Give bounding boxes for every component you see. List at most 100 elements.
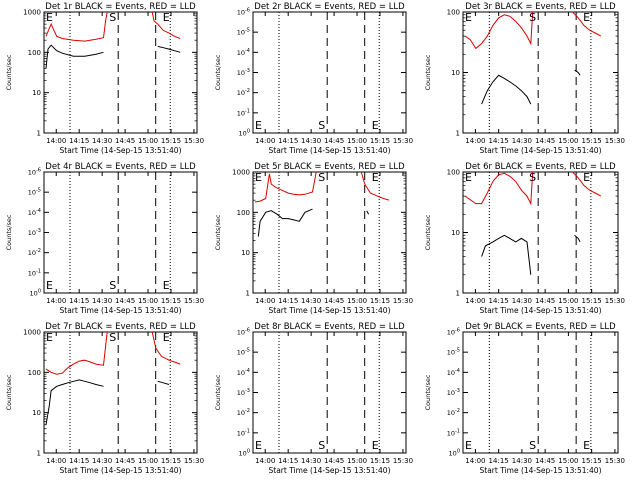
panel-det-9: Det 9r BLACK = Events, RED = LLD Counts/s… — [424, 322, 625, 475]
x-tick-label: 14:45 — [535, 457, 555, 465]
plot-frame — [43, 11, 198, 134]
y-tick-label: 10-2 — [447, 408, 460, 417]
y-tick-label: 10 — [451, 69, 460, 77]
x-tick-label: 15:00 — [347, 297, 367, 305]
plot-frame — [252, 11, 407, 134]
y-tick-label: 100 — [28, 369, 41, 377]
x-tick-label: 14:00 — [255, 457, 275, 465]
y-tick-label: 1 — [456, 290, 460, 298]
x-axis-label: Start Time (14-Sep-15 13:51:40) — [480, 466, 602, 475]
plot-frame — [462, 11, 619, 134]
x-tick-label: 14:30 — [512, 457, 532, 465]
y-tick-label: 10-3 — [237, 68, 250, 77]
x-tick-label: 14:30 — [92, 137, 112, 145]
y-tick-label: 1 — [246, 290, 250, 298]
plot-frame — [252, 171, 407, 294]
y-tick-label: 10-3 — [28, 228, 41, 237]
x-tick-label: 14:45 — [535, 297, 555, 305]
x-tick-label: 15:00 — [558, 297, 578, 305]
y-tick-label: 1000 — [23, 9, 41, 17]
plot-frame — [462, 171, 619, 294]
end-marker-right: E — [583, 439, 590, 452]
start-marker: S — [109, 331, 116, 344]
chart-title: Det 1r BLACK = Events, RED = LLD — [45, 2, 196, 12]
y-tick-label: 10 — [451, 229, 460, 237]
lld-series-line — [45, 332, 108, 375]
chart-title: Det 8r BLACK = Events, RED = LLD — [254, 322, 405, 332]
x-tick-label: 15:30 — [393, 297, 413, 305]
x-tick-label: 15:00 — [347, 457, 367, 465]
y-axis-label: Counts/sec — [424, 214, 432, 250]
y-tick-label: 1000 — [232, 169, 250, 177]
start-marker: S — [529, 171, 536, 184]
x-tick-label: 14:30 — [301, 297, 321, 305]
x-tick-label: 14:30 — [301, 457, 321, 465]
y-tick-label: 100 — [237, 209, 250, 217]
chart-title: Det 2r BLACK = Events, RED = LLD — [254, 2, 405, 12]
y-tick-label: 1000 — [23, 329, 41, 337]
chart-title: Det 6r BLACK = Events, RED = LLD — [465, 162, 616, 172]
end-marker-left: E — [255, 171, 262, 184]
y-axis-label: Counts/sec — [5, 214, 13, 250]
x-tick-label: 15:15 — [370, 297, 390, 305]
start-marker: S — [318, 439, 325, 452]
chart-title: Det 9r BLACK = Events, RED = LLD — [465, 322, 616, 332]
start-marker: S — [529, 11, 536, 24]
x-tick-label: 14:00 — [46, 457, 66, 465]
y-axis-label: Counts/sec — [214, 374, 222, 410]
y-tick-label: 10-1 — [28, 268, 41, 277]
y-tick-label: 10 — [32, 409, 41, 417]
x-tick-label: 14:00 — [465, 297, 485, 305]
x-tick-label: 14:30 — [512, 137, 532, 145]
x-axis-label: Start Time (14-Sep-15 13:51:40) — [269, 466, 391, 475]
x-tick-label: 14:15 — [278, 457, 298, 465]
lld-series-line — [572, 12, 602, 37]
end-marker-right: E — [372, 119, 379, 132]
panel-det-3: Det 3r BLACK = Events, RED = LLD Counts/s… — [424, 2, 625, 155]
y-axis-label: Counts/sec — [214, 54, 222, 90]
x-tick-label: 14:00 — [465, 457, 485, 465]
y-tick-label: 10-5 — [447, 348, 460, 357]
x-tick-label: 14:00 — [255, 137, 275, 145]
end-marker-right: E — [372, 171, 379, 184]
lld-series-line — [45, 12, 108, 42]
y-tick-label: 10-6 — [237, 328, 250, 337]
events-series-line — [157, 380, 170, 385]
x-tick-label: 14:15 — [69, 137, 89, 145]
y-axis-label: Counts/sec — [424, 54, 432, 90]
x-tick-label: 15:30 — [184, 457, 204, 465]
y-tick-label: 10 — [32, 89, 41, 97]
lld-series-line — [572, 172, 602, 197]
y-tick-label: 10 — [241, 249, 250, 257]
x-tick-label: 14:45 — [324, 137, 344, 145]
y-tick-label: 10-4 — [237, 368, 250, 377]
chart-title: Det 4r BLACK = Events, RED = LLD — [45, 162, 196, 172]
start-marker: S — [529, 439, 536, 452]
x-tick-label: 14:00 — [46, 297, 66, 305]
y-tick-label: 100 — [447, 9, 460, 17]
x-tick-label: 15:15 — [582, 137, 602, 145]
events-series-line — [574, 69, 581, 76]
x-tick-label: 15:00 — [558, 457, 578, 465]
y-tick-label: 10-1 — [237, 108, 250, 117]
y-axis-label: Counts/sec — [5, 374, 13, 410]
x-tick-label: 15:00 — [138, 297, 158, 305]
events-series-line — [366, 210, 370, 215]
x-tick-label: 14:15 — [278, 137, 298, 145]
y-tick-label: 10-3 — [237, 388, 250, 397]
y-tick-label: 10-6 — [447, 328, 460, 337]
end-marker-right: E — [163, 11, 170, 24]
x-tick-label: 15:30 — [605, 457, 625, 465]
x-tick-label: 15:30 — [605, 297, 625, 305]
x-tick-label: 15:00 — [558, 137, 578, 145]
chart-title: Det 3r BLACK = Events, RED = LLD — [465, 2, 616, 12]
y-axis-label: Counts/sec — [214, 214, 222, 250]
x-tick-label: 15:15 — [370, 457, 390, 465]
events-series-line — [157, 45, 181, 53]
x-tick-label: 14:45 — [115, 297, 135, 305]
x-tick-label: 15:15 — [161, 137, 181, 145]
events-series-line — [481, 74, 532, 105]
y-tick-label: 10-5 — [237, 348, 250, 357]
events-series-line — [45, 379, 104, 425]
